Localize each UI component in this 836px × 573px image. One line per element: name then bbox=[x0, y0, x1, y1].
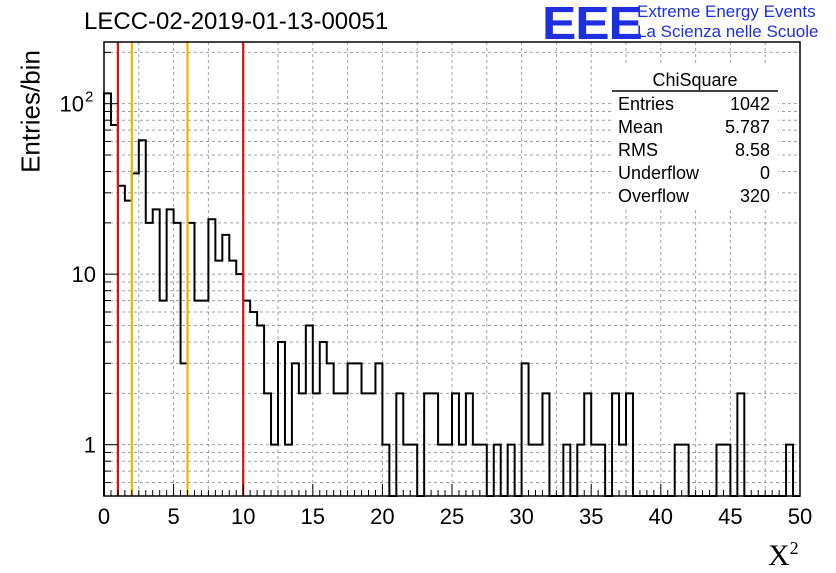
stats-label: Entries bbox=[618, 94, 674, 114]
x-tick-label: 10 bbox=[231, 504, 255, 529]
stats-box bbox=[612, 66, 778, 208]
x-tick-label: 5 bbox=[167, 504, 179, 529]
logo-subtitle-line1: Extreme Energy Events bbox=[637, 2, 816, 21]
x-tick-label: 0 bbox=[98, 504, 110, 529]
chart-title: LECC-02-2019-01-13-00051 bbox=[84, 8, 389, 35]
stats-label: Underflow bbox=[618, 163, 700, 183]
stats-value: 1042 bbox=[730, 94, 770, 114]
x-tick-label: 50 bbox=[788, 504, 812, 529]
eee-logo: EEE bbox=[542, 0, 643, 49]
x-axis-label: X2 bbox=[768, 538, 799, 573]
x-axis-label-sup: 2 bbox=[789, 538, 799, 558]
logo-subtitle-line2: La Scienza nelle Scuole bbox=[637, 22, 819, 41]
stats-value: 5.787 bbox=[725, 117, 770, 137]
y-tick-label: 1 bbox=[84, 433, 96, 458]
x-tick-label: 45 bbox=[718, 504, 742, 529]
stats-label: Mean bbox=[618, 117, 663, 137]
stats-value: 320 bbox=[740, 186, 770, 206]
x-tick-label: 20 bbox=[370, 504, 394, 529]
stats-value: 8.58 bbox=[735, 140, 770, 160]
x-tick-label: 15 bbox=[301, 504, 325, 529]
y-tick-label: 10 bbox=[72, 262, 96, 287]
stats-value: 0 bbox=[760, 163, 770, 183]
x-tick-label: 40 bbox=[649, 504, 673, 529]
x-axis-label-base: X bbox=[768, 539, 790, 572]
y-tick-label: 10 bbox=[60, 92, 84, 117]
x-tick-label: 35 bbox=[579, 504, 603, 529]
x-tick-label: 25 bbox=[440, 504, 464, 529]
stats-label: RMS bbox=[618, 140, 658, 160]
stats-title: ChiSquare bbox=[652, 70, 737, 90]
x-tick-label: 30 bbox=[509, 504, 533, 529]
y-tick-label-sup: 2 bbox=[85, 89, 93, 106]
stats-label: Overflow bbox=[618, 186, 690, 206]
